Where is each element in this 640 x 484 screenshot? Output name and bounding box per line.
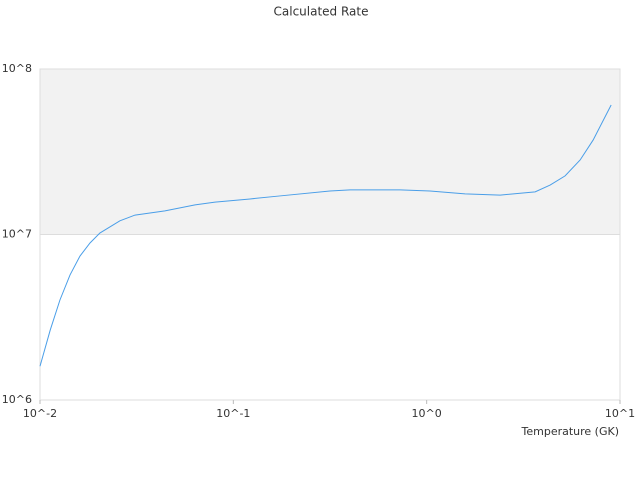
x-tick-label: 10^-2 [23, 407, 57, 420]
x-tick-label: 10^0 [412, 407, 442, 420]
y-tick-label: 10^8 [2, 62, 32, 75]
data-line [39, 104, 612, 367]
plot-band [40, 69, 620, 235]
y-tick-label: 10^6 [2, 393, 32, 406]
x-axis-label: Temperature (GK) [521, 425, 620, 438]
y-tick-label: 10^7 [2, 228, 32, 241]
x-tick-label: 10^-1 [216, 407, 250, 420]
x-tick-label: 10^1 [605, 407, 635, 420]
chart-title: Calculated Rate [274, 5, 369, 19]
plot-band [40, 234, 620, 400]
